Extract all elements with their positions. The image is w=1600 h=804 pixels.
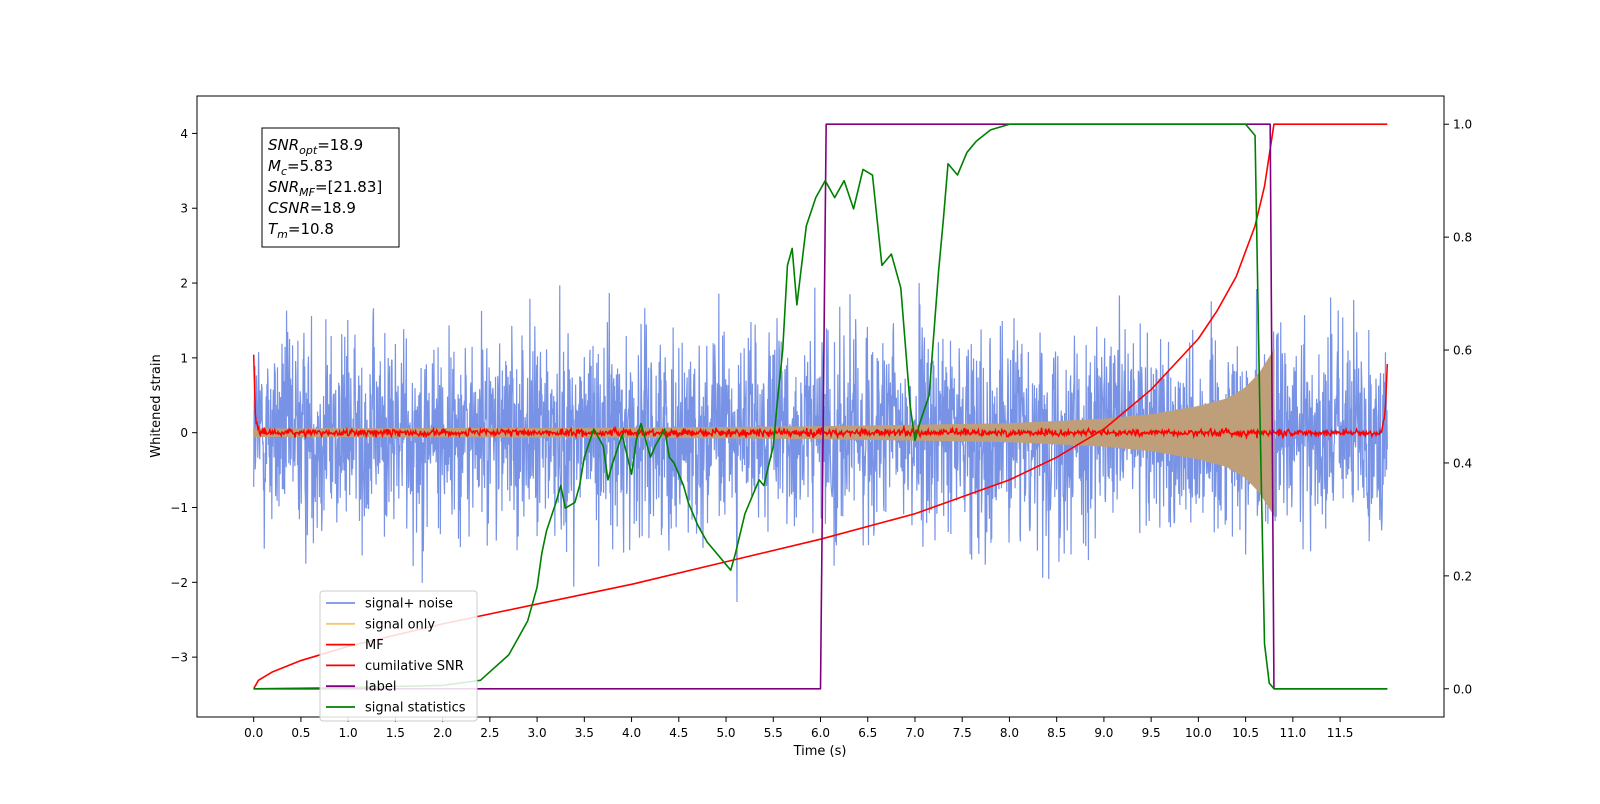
- y-tick-label: 1: [180, 351, 188, 365]
- y-tick-label: 3: [180, 202, 188, 216]
- x-tick-label: 7.0: [905, 726, 924, 740]
- x-tick-label: 4.0: [622, 726, 641, 740]
- x-tick-label: 5.5: [764, 726, 783, 740]
- x-tick-label: 9.0: [1094, 726, 1113, 740]
- legend-label: signal only: [365, 617, 435, 632]
- annotation-box: SNRopt=18.9Mc=5.83SNRMF=[21.83]CSNR=18.9…: [261, 127, 400, 248]
- x-tick-label: 0.0: [244, 726, 263, 740]
- annotation-line: Tm=10.8: [268, 220, 334, 241]
- y2-axis: 0.0 0.2 0.4 0.6 0.8 1.0: [1444, 118, 1472, 696]
- legend-label: cumilative SNR: [365, 659, 464, 674]
- series-signal-statistics-line: [253, 123, 1388, 690]
- y2-tick-label: 1.0: [1453, 118, 1472, 132]
- y2-tick-label: 0.8: [1453, 231, 1472, 245]
- x-tick-label: 10.5: [1232, 726, 1259, 740]
- y-tick-label: 4: [180, 127, 188, 141]
- annotation-line: SNRopt=18.9: [268, 136, 363, 157]
- legend-label: label: [365, 680, 396, 695]
- legend: signal+ noise signal only MF cumilative SNR…: [319, 590, 478, 722]
- legend-frame: [319, 590, 478, 722]
- x-tick-label: 3.5: [575, 726, 594, 740]
- x-axis-label: Time (s): [793, 744, 847, 759]
- x-tick-label: 8.0: [1000, 726, 1019, 740]
- y-tick-label: −1: [170, 501, 188, 515]
- legend-label: signal+ noise: [365, 597, 453, 612]
- legend-label: signal statistics: [365, 701, 466, 716]
- x-tick-label: 11.5: [1327, 726, 1354, 740]
- x-tick-label: 11.0: [1279, 726, 1306, 740]
- x-tick-label: 3.0: [528, 726, 547, 740]
- x-tick-label: 7.5: [953, 726, 972, 740]
- x-axis: 0.0 0.5 1.0 1.5 2.0 2.5 3.0 3.5 4.0 4.5 5.0 5.5 6.0 6…: [244, 717, 1353, 740]
- y-tick-label: −3: [170, 651, 188, 665]
- y-axis: −3 −2 −1 0 1 2 3 4: [170, 127, 197, 665]
- x-tick-label: 1.0: [339, 726, 358, 740]
- legend-label: MF: [365, 638, 384, 653]
- y2-tick-label: 0.4: [1453, 456, 1472, 470]
- x-tick-label: 2.0: [433, 726, 452, 740]
- x-tick-label: 9.5: [1142, 726, 1161, 740]
- x-tick-label: 6.5: [858, 726, 877, 740]
- y2-tick-label: 0.6: [1453, 344, 1472, 358]
- y-tick-label: 0: [180, 426, 188, 440]
- y-tick-label: −2: [170, 576, 188, 590]
- x-tick-label: 1.5: [386, 726, 405, 740]
- x-tick-label: 6.0: [811, 726, 830, 740]
- x-tick-label: 8.5: [1047, 726, 1066, 740]
- y2-tick-label: 0.0: [1453, 682, 1472, 696]
- x-tick-label: 0.5: [291, 726, 310, 740]
- y-tick-label: 2: [180, 277, 188, 291]
- series-mf-line: [252, 354, 1389, 441]
- x-tick-label: 10.0: [1185, 726, 1212, 740]
- x-tick-label: 5.0: [716, 726, 735, 740]
- y2-tick-label: 0.2: [1453, 569, 1472, 583]
- annotation-line: CSNR=18.9: [268, 199, 356, 217]
- annotation-line: Mc=5.83: [268, 157, 333, 178]
- x-tick-label: 4.5: [669, 726, 688, 740]
- annotation-frame: [261, 127, 400, 248]
- annotation-line: SNRMF=[21.83]: [268, 178, 382, 199]
- x-tick-label: 2.5: [480, 726, 499, 740]
- y-axis-label: Whitened strain: [149, 354, 164, 457]
